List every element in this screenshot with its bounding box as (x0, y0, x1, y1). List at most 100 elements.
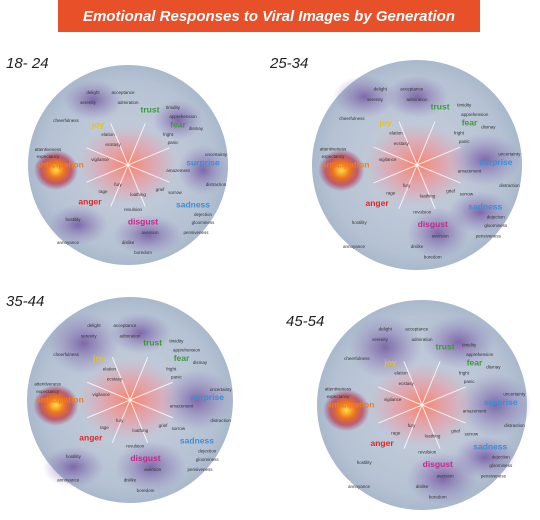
emotion-word: sorrow (168, 190, 182, 195)
emotion-word: delight (87, 323, 101, 328)
primary-emotion: anger (371, 438, 395, 448)
emotion-word: attentiveness (34, 382, 61, 387)
emotion-word: timidity (462, 342, 477, 347)
emotion-word: cheerfulness (53, 352, 79, 357)
emotion-word: fright (459, 371, 470, 376)
emotion-word: vigilance (379, 157, 397, 162)
emotion-word: dejection (492, 455, 511, 460)
emotion-word: ecstasy (399, 381, 415, 386)
spoke (398, 121, 418, 166)
emotion-word: fury (114, 182, 122, 187)
emotion-word: grief (156, 187, 166, 192)
emotion-word: uncertainty (498, 152, 521, 157)
primary-emotion: joy (92, 353, 106, 363)
emotion-word: uncertainty (503, 392, 526, 397)
spoke (86, 399, 131, 419)
primary-emotion: disgust (128, 216, 158, 226)
primary-emotion: surprise (186, 157, 220, 167)
spoke (403, 361, 423, 406)
emotion-word: panic (459, 139, 471, 144)
emotion-word: annoyance (57, 478, 80, 483)
emotion-word: dejection (487, 215, 506, 220)
emotion-word: acceptance (113, 323, 137, 328)
primary-emotion: disgust (130, 453, 160, 463)
emotion-word: hostility (66, 454, 82, 459)
emotion-word: serenity (367, 97, 384, 102)
emotion-word: amazement (166, 168, 190, 173)
emotion-word: dejection (194, 212, 213, 217)
emotion-word: annoyance (348, 484, 371, 489)
primary-emotion: trust (143, 338, 162, 348)
heat-blob (178, 145, 228, 195)
heat-blob (153, 100, 203, 140)
heat-blob (160, 369, 233, 431)
emotion-word: uncertainty (205, 152, 228, 157)
emotion-word: pensiveness (476, 234, 502, 239)
spoke (86, 147, 129, 166)
emotion-word: annoyance (343, 244, 366, 249)
emotion-word: admiration (119, 333, 141, 338)
emotion-word: amazement (463, 408, 487, 413)
heat-blob (109, 312, 172, 354)
emotion-word: hostility (357, 460, 373, 465)
panel-label: 35-44 (6, 293, 44, 310)
primary-emotion: disgust (418, 219, 448, 229)
primary-emotion: surprise (479, 157, 513, 167)
emotion-word: boredom (429, 495, 447, 500)
emotion-word: rage (386, 191, 396, 196)
emotion-word: cheerfulness (53, 118, 79, 123)
spoke (421, 404, 441, 449)
spoke (378, 404, 423, 424)
spoke (416, 121, 436, 166)
spoke (110, 123, 129, 166)
emotion-word: apprehension (169, 114, 197, 119)
emotion-word: ecstasy (394, 141, 410, 146)
primary-emotion: joy (91, 119, 105, 129)
emotion-word: pensiveness (188, 467, 214, 472)
heat-blob (348, 315, 422, 379)
emotion-word: ecstasy (107, 377, 123, 382)
spoke (129, 356, 149, 401)
primary-emotion: disgust (423, 459, 453, 469)
emotion-word: distraction (504, 423, 525, 428)
emotion-word: aversion (141, 230, 159, 235)
emotion-word: admiration (406, 97, 428, 102)
emotion-word: gloominess (489, 463, 513, 468)
spoke (416, 146, 461, 166)
spoke (86, 164, 129, 183)
emotion-word: gloominess (196, 457, 220, 462)
spoke (127, 147, 170, 166)
emotion-word: dismay (193, 360, 208, 365)
primary-emotion: trust (436, 342, 455, 352)
emotion-word: elation (101, 132, 115, 137)
emotion-word: amazement (458, 168, 482, 173)
emotion-word: loathing (132, 428, 148, 433)
emotion-word: aversion (437, 474, 455, 479)
emotion-word: vigilance (92, 392, 110, 397)
spoke (421, 404, 466, 424)
heat-blob (385, 75, 449, 118)
emotion-word: attentiveness (320, 146, 347, 151)
emotion-word: apprehension (466, 352, 494, 357)
emotion-word: grief (451, 428, 461, 433)
emotion-word: loathing (130, 192, 146, 197)
emotion-word: elation (394, 371, 408, 376)
spoke (421, 386, 466, 406)
emotion-word: expectancy (322, 154, 346, 159)
spoke (127, 164, 146, 207)
emotion-word: rage (100, 425, 110, 430)
heat-blob (114, 441, 187, 493)
emotion-word: apprehension (461, 112, 489, 117)
emotion-word: serenity (81, 333, 98, 338)
primary-emotion: surprise (484, 397, 518, 407)
primary-emotion: anger (366, 198, 390, 208)
spoke (127, 123, 146, 166)
spoke (110, 164, 129, 207)
emotion-word: pensiveness (183, 230, 209, 235)
spoke (373, 146, 418, 166)
spoke (373, 164, 418, 184)
emotion-word: fury (403, 183, 411, 188)
title-banner (58, 0, 480, 32)
emotion-word: revulsion (413, 209, 432, 214)
